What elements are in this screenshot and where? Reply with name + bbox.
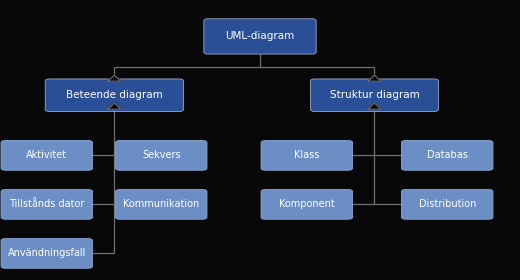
FancyBboxPatch shape — [401, 141, 493, 170]
Text: Användningsfall: Användningsfall — [8, 248, 86, 258]
FancyBboxPatch shape — [115, 141, 207, 170]
Polygon shape — [108, 75, 121, 81]
Text: Databas: Databas — [427, 150, 467, 160]
FancyBboxPatch shape — [1, 141, 93, 170]
Polygon shape — [368, 75, 381, 81]
FancyBboxPatch shape — [261, 141, 353, 170]
Text: Kommunikation: Kommunikation — [123, 199, 199, 209]
Text: Komponent: Komponent — [279, 199, 335, 209]
Text: Tillstånds dator: Tillstånds dator — [9, 199, 84, 209]
Text: Distribution: Distribution — [419, 199, 476, 209]
FancyBboxPatch shape — [261, 190, 353, 219]
FancyBboxPatch shape — [115, 190, 207, 219]
FancyBboxPatch shape — [1, 190, 93, 219]
Text: Struktur diagram: Struktur diagram — [330, 90, 419, 100]
Text: Aktivitet: Aktivitet — [26, 150, 68, 160]
Polygon shape — [368, 103, 381, 109]
Text: UML-diagram: UML-diagram — [225, 31, 295, 41]
FancyBboxPatch shape — [45, 79, 184, 111]
Text: Klass: Klass — [294, 150, 319, 160]
FancyBboxPatch shape — [204, 19, 316, 54]
FancyBboxPatch shape — [310, 79, 438, 111]
Polygon shape — [108, 103, 121, 109]
Text: Beteende diagram: Beteende diagram — [66, 90, 163, 100]
Text: Sekvers: Sekvers — [142, 150, 180, 160]
FancyBboxPatch shape — [1, 239, 93, 268]
FancyBboxPatch shape — [401, 190, 493, 219]
